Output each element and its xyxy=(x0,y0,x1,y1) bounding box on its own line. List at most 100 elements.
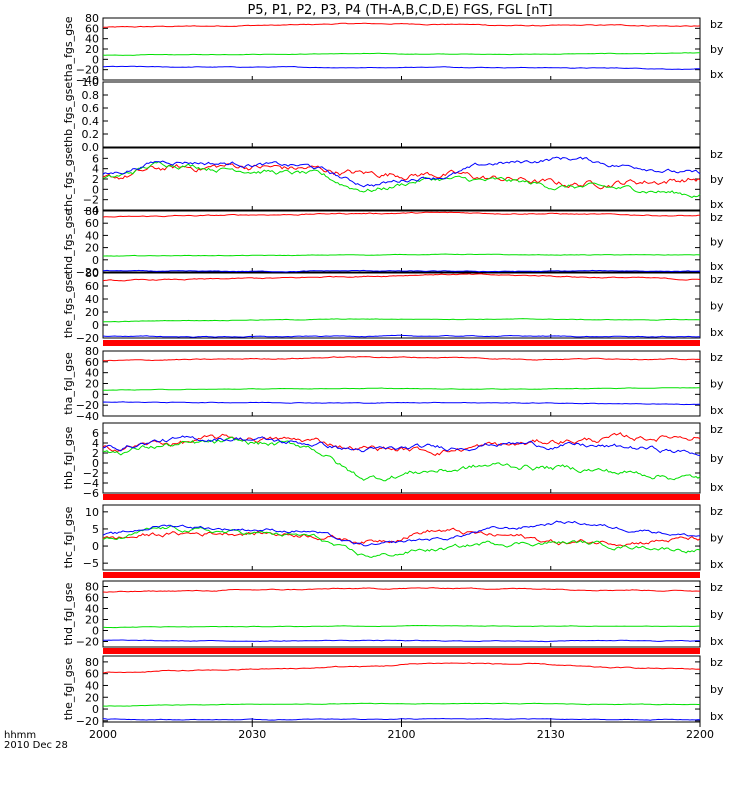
y-tick-label: 60 xyxy=(85,22,99,35)
legend-bx: bx xyxy=(710,635,724,648)
y-tick-label: −20 xyxy=(76,715,99,728)
y-tick-label: 4 xyxy=(92,163,99,176)
y-tick-label: 6 xyxy=(92,427,99,440)
series-bz-line xyxy=(102,527,701,547)
legend-by: by xyxy=(710,532,724,545)
x-tick-label: 2000 xyxy=(89,728,117,741)
x-tick-label: 2100 xyxy=(388,728,416,741)
chart-title: P5, P1, P2, P3, P4 (TH-A,B,C,D,E) FGS, F… xyxy=(247,3,552,18)
y-tick-label: 0 xyxy=(92,703,99,716)
legend-bx: bx xyxy=(710,326,724,339)
y-axis-label: tha_fgs_gse xyxy=(62,16,75,81)
y-tick-label: 20 xyxy=(85,43,99,56)
y-tick-label: −6 xyxy=(83,487,99,500)
legend-bx: bx xyxy=(710,710,724,723)
y-axis-label: tha_fgl_gse xyxy=(62,352,75,415)
y-tick-label: 1.0 xyxy=(82,76,100,89)
y-tick-label: −2 xyxy=(83,467,99,480)
y-tick-label: 40 xyxy=(85,293,99,306)
series-bz-line xyxy=(102,356,701,362)
separator-bar xyxy=(103,572,700,578)
y-tick-label: 4 xyxy=(92,437,99,450)
series-bx-line xyxy=(102,639,700,643)
legend-bx: bx xyxy=(710,198,724,211)
series-bx-line xyxy=(102,435,701,456)
series-by-line xyxy=(102,318,700,323)
legend-by: by xyxy=(710,452,724,465)
y-tick-label: −20 xyxy=(76,64,99,77)
y-tick-label: 0.6 xyxy=(82,102,100,115)
series-bx-line xyxy=(102,520,701,547)
legend-bx: bx xyxy=(710,404,724,417)
y-axis-label: the_fgs_gse xyxy=(62,273,75,338)
y-tick-label: 80 xyxy=(85,345,99,358)
y-tick-label: −2 xyxy=(83,194,99,207)
y-tick-label: −20 xyxy=(76,266,99,279)
legend-bx: bx xyxy=(710,558,724,571)
panel-frame xyxy=(102,272,701,339)
legend-by: by xyxy=(710,300,724,313)
y-tick-label: 20 xyxy=(85,306,99,319)
y-tick-label: 80 xyxy=(85,267,99,280)
y-tick-label: 20 xyxy=(85,242,99,255)
series-bx-line xyxy=(102,65,700,71)
y-tick-label: −4 xyxy=(83,477,99,490)
legend-by: by xyxy=(710,236,724,249)
y-axis-label: thd_fgl_gse xyxy=(62,582,75,645)
y-tick-label: 0.0 xyxy=(82,141,100,154)
y-tick-label: 0.8 xyxy=(82,89,100,102)
y-tick-label: 60 xyxy=(85,217,99,230)
y-tick-label: 80 xyxy=(85,205,99,218)
y-tick-label: 0.2 xyxy=(82,128,100,141)
legend-bz: bz xyxy=(710,423,723,436)
series-by-line xyxy=(102,436,701,482)
series-bz-line xyxy=(102,432,701,456)
legend-bz: bz xyxy=(710,581,723,594)
series-bx-line xyxy=(102,401,701,406)
x-tick-label: 2200 xyxy=(686,728,714,741)
panel-frame xyxy=(102,210,701,273)
y-tick-label: 0 xyxy=(92,388,99,401)
legend-by: by xyxy=(710,173,724,186)
y-tick-label: 0 xyxy=(92,457,99,470)
legend-by: by xyxy=(710,608,724,621)
series-by-line xyxy=(102,161,701,198)
y-tick-label: 40 xyxy=(85,603,99,616)
legend-bz: bz xyxy=(710,656,723,669)
y-tick-label: 60 xyxy=(85,356,99,369)
series-bx-line xyxy=(102,334,701,338)
x-tick-label: 2030 xyxy=(238,728,266,741)
y-tick-label: 20 xyxy=(85,691,99,704)
panel-frame xyxy=(102,350,701,417)
y-axis-label: thb_fgs_gse xyxy=(62,82,75,148)
y-tick-label: 40 xyxy=(85,679,99,692)
legend-bz: bz xyxy=(710,18,723,31)
y-tick-label: 40 xyxy=(85,367,99,380)
series-by-line xyxy=(103,253,701,257)
y-tick-label: 2 xyxy=(92,447,99,460)
y-tick-label: −20 xyxy=(76,399,99,412)
legend-bz: bz xyxy=(710,273,723,286)
y-tick-label: 0 xyxy=(92,254,99,267)
panel-frame xyxy=(102,655,701,723)
y-tick-label: 0 xyxy=(92,319,99,332)
legend-bz: bz xyxy=(710,505,723,518)
series-bx-line xyxy=(102,269,701,273)
y-tick-label: 10 xyxy=(85,506,99,519)
separator-bar xyxy=(103,494,700,500)
y-tick-label: −4 xyxy=(83,204,99,217)
series-bz-line xyxy=(102,273,701,282)
legend-by: by xyxy=(710,683,724,696)
panel-frame xyxy=(102,147,701,211)
series-bz-line xyxy=(102,211,701,218)
y-tick-label: −20 xyxy=(76,636,99,649)
legend-bx: bx xyxy=(710,481,724,494)
x-axis: 2000 2030 2100 2130 2200 xyxy=(89,722,714,741)
panel-frame xyxy=(102,81,701,148)
y-tick-label: 5 xyxy=(92,523,99,536)
y-tick-label: 2 xyxy=(92,173,99,186)
legend-bz: bz xyxy=(710,351,723,364)
legend-by: by xyxy=(710,43,724,56)
